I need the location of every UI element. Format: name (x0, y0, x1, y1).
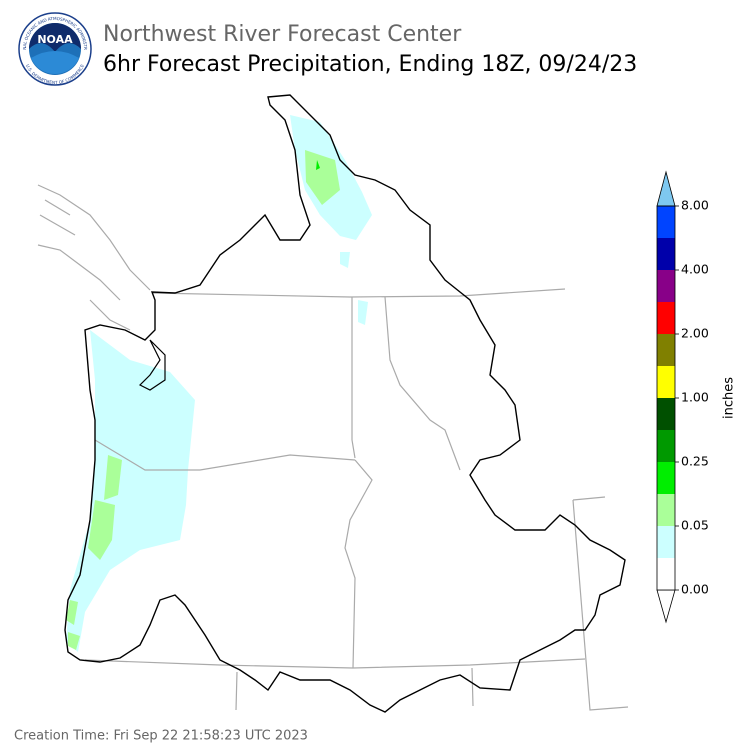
colorbar-tick-label: 2.00 (681, 326, 709, 341)
colorbar-segment (657, 462, 675, 494)
colorbar-segment (657, 398, 675, 430)
basin-outline (64, 94, 626, 713)
precip-moderate (66, 150, 340, 650)
colorbar-label: inches (722, 377, 737, 419)
colorbar-tick-label: 4.00 (681, 262, 709, 277)
precip-heavy (316, 160, 320, 170)
colorbar-segment (657, 302, 675, 334)
colorbar-segment (657, 206, 675, 238)
colorbar-tick-label: 0.00 (681, 582, 709, 597)
colorbar-segment (657, 558, 675, 590)
colorbar-segment (657, 334, 675, 366)
colorbar-tick-label: 8.00 (681, 198, 709, 213)
colorbar-segment (657, 526, 675, 558)
agency-title: Northwest River Forecast Center (103, 22, 462, 47)
colorbar-segment (657, 494, 675, 526)
logo-text: NOAA (37, 33, 73, 46)
colorbar-tick-label: 0.05 (681, 518, 709, 533)
colorbar-segment (657, 238, 675, 270)
colorbar-segment (657, 430, 675, 462)
colorbar-tick-label: 0.25 (681, 454, 709, 469)
colorbar: 0.00 0.05 0.25 1.00 2.00 4.00 8.00 (656, 170, 709, 624)
puget-sound (138, 339, 166, 391)
colorbar-tick-label: 1.00 (681, 390, 709, 405)
map-title: 6hr Forecast Precipitation, Ending 18Z, … (103, 52, 637, 77)
creation-time: Creation Time: Fri Sep 22 21:58:23 UTC 2… (14, 729, 308, 744)
boundaries (37, 184, 629, 711)
colorbar-segment (657, 366, 675, 398)
map (37, 94, 629, 713)
colorbar-segment (657, 270, 675, 302)
